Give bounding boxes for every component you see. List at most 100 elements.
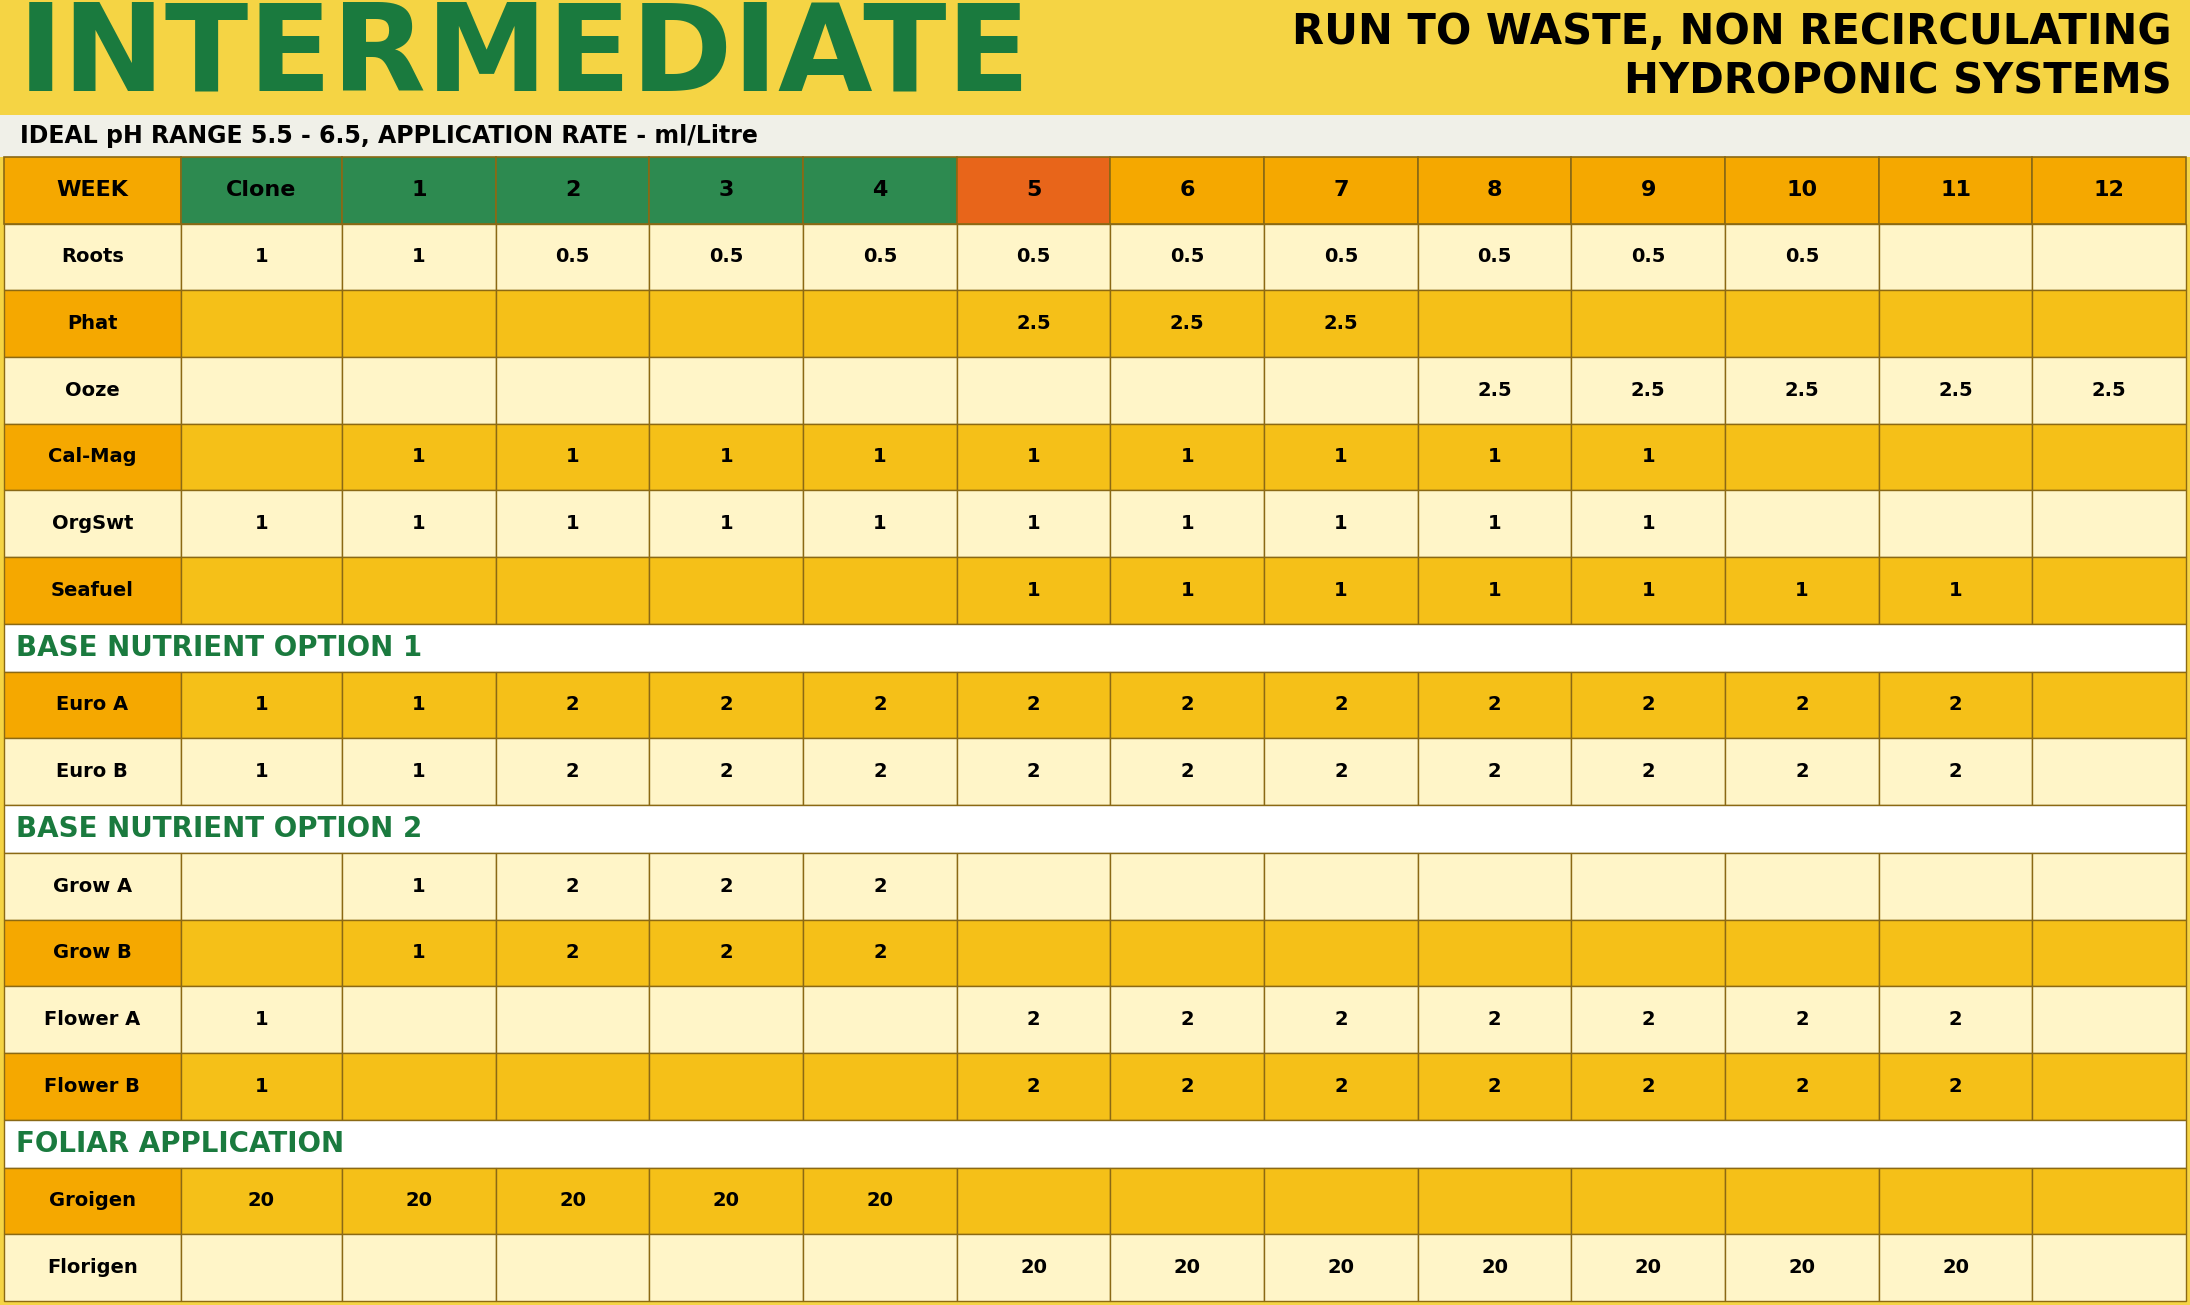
Bar bbox=[1572, 853, 1726, 920]
Text: 2: 2 bbox=[1027, 1077, 1040, 1096]
Text: 1: 1 bbox=[565, 448, 580, 466]
Bar bbox=[4, 853, 182, 920]
Bar bbox=[495, 672, 650, 739]
Bar bbox=[650, 157, 804, 223]
Bar bbox=[1879, 987, 2032, 1053]
Bar bbox=[182, 1168, 342, 1235]
Bar bbox=[1879, 223, 2032, 290]
Bar bbox=[804, 920, 957, 987]
Bar bbox=[4, 805, 2186, 853]
Text: 2: 2 bbox=[1640, 1077, 1656, 1096]
Bar bbox=[0, 115, 2190, 157]
Bar bbox=[957, 987, 1110, 1053]
Text: 1: 1 bbox=[254, 1010, 267, 1030]
Text: 1: 1 bbox=[412, 762, 425, 782]
Bar bbox=[1417, 157, 1572, 223]
Text: 2: 2 bbox=[565, 180, 580, 201]
Bar bbox=[1726, 739, 1879, 805]
Text: 0.5: 0.5 bbox=[1785, 248, 1820, 266]
Bar bbox=[1417, 290, 1572, 358]
Text: 1: 1 bbox=[1487, 448, 1502, 466]
Bar bbox=[650, 290, 804, 358]
Text: 1: 1 bbox=[1640, 581, 1656, 600]
Bar bbox=[4, 1168, 182, 1235]
Bar bbox=[182, 157, 342, 223]
Bar bbox=[1264, 739, 1417, 805]
Text: 2: 2 bbox=[1180, 1010, 1194, 1030]
Bar bbox=[342, 920, 495, 987]
Bar bbox=[342, 672, 495, 739]
Text: 1: 1 bbox=[718, 448, 734, 466]
Bar bbox=[1417, 853, 1572, 920]
Text: 2: 2 bbox=[1334, 762, 1347, 782]
Text: 1: 1 bbox=[1334, 514, 1347, 534]
Bar bbox=[1264, 491, 1417, 557]
Bar bbox=[1110, 987, 1264, 1053]
Bar bbox=[4, 672, 182, 739]
Bar bbox=[2032, 290, 2186, 358]
Bar bbox=[804, 853, 957, 920]
Bar bbox=[182, 1235, 342, 1301]
Bar bbox=[804, 223, 957, 290]
Bar bbox=[1264, 672, 1417, 739]
Bar bbox=[2032, 1235, 2186, 1301]
Text: 2: 2 bbox=[565, 877, 580, 895]
Bar bbox=[804, 1168, 957, 1235]
Text: 2: 2 bbox=[874, 762, 887, 782]
Bar bbox=[2032, 557, 2186, 624]
Bar bbox=[1572, 557, 1726, 624]
Text: 2: 2 bbox=[1487, 762, 1502, 782]
Bar bbox=[342, 491, 495, 557]
Text: 1: 1 bbox=[412, 248, 425, 266]
Bar bbox=[1879, 1053, 2032, 1120]
Bar bbox=[1726, 557, 1879, 624]
Bar bbox=[342, 157, 495, 223]
Bar bbox=[1110, 491, 1264, 557]
Bar bbox=[1264, 920, 1417, 987]
Text: 2: 2 bbox=[1487, 696, 1502, 715]
Text: Seafuel: Seafuel bbox=[50, 581, 134, 600]
Text: 1: 1 bbox=[412, 696, 425, 715]
Bar bbox=[182, 987, 342, 1053]
Text: Clone: Clone bbox=[226, 180, 296, 201]
Text: 1: 1 bbox=[1640, 448, 1656, 466]
Text: IDEAL pH RANGE 5.5 - 6.5, APPLICATION RATE - ml/Litre: IDEAL pH RANGE 5.5 - 6.5, APPLICATION RA… bbox=[20, 124, 758, 147]
Text: 0.5: 0.5 bbox=[863, 248, 898, 266]
Bar bbox=[804, 290, 957, 358]
Bar bbox=[182, 223, 342, 290]
Bar bbox=[1264, 1053, 1417, 1120]
Text: 2: 2 bbox=[565, 762, 580, 782]
Bar bbox=[342, 853, 495, 920]
Bar bbox=[2032, 853, 2186, 920]
Bar bbox=[1264, 157, 1417, 223]
Bar bbox=[1417, 1235, 1572, 1301]
Bar bbox=[1572, 290, 1726, 358]
Bar bbox=[650, 672, 804, 739]
Bar bbox=[2032, 1168, 2186, 1235]
Text: 6: 6 bbox=[1180, 180, 1196, 201]
Bar bbox=[1110, 223, 1264, 290]
Text: 20: 20 bbox=[1021, 1258, 1047, 1278]
Bar bbox=[2032, 739, 2186, 805]
Bar bbox=[1572, 424, 1726, 491]
Text: Groigen: Groigen bbox=[48, 1191, 136, 1211]
Text: 2: 2 bbox=[1334, 1010, 1347, 1030]
Text: 1: 1 bbox=[1027, 514, 1040, 534]
Text: 2: 2 bbox=[1180, 762, 1194, 782]
Bar bbox=[804, 672, 957, 739]
Bar bbox=[957, 672, 1110, 739]
Bar bbox=[804, 424, 957, 491]
Text: 1: 1 bbox=[1487, 581, 1502, 600]
Text: 1: 1 bbox=[1334, 448, 1347, 466]
Bar bbox=[495, 739, 650, 805]
Bar bbox=[182, 424, 342, 491]
Bar bbox=[957, 223, 1110, 290]
Bar bbox=[804, 1235, 957, 1301]
Bar bbox=[1572, 739, 1726, 805]
Bar bbox=[650, 1053, 804, 1120]
Text: 2.5: 2.5 bbox=[2091, 381, 2126, 399]
Text: 1: 1 bbox=[254, 1077, 267, 1096]
Bar bbox=[4, 424, 182, 491]
Bar bbox=[1417, 223, 1572, 290]
Bar bbox=[495, 1235, 650, 1301]
